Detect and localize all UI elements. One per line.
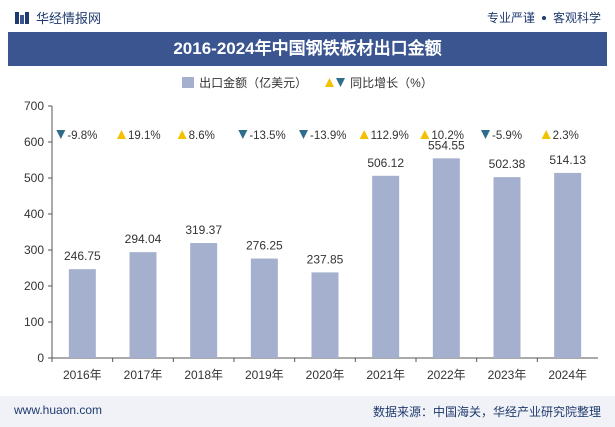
- y-tick-label: 0: [37, 351, 44, 365]
- growth-down-icon: [299, 130, 308, 139]
- x-tick-label: 2024年: [548, 368, 587, 382]
- chart-title: 2016-2024年中国钢铁板材出口金额: [173, 39, 442, 58]
- x-tick-label: 2020年: [306, 368, 345, 382]
- x-axis: 2016年 2017年 2018年 2019年 2020年 2021年 2022年 2023年…: [51, 357, 598, 382]
- y-tick-label: 300: [24, 243, 44, 257]
- growth-up-icon: [177, 130, 187, 139]
- bar: [493, 177, 521, 358]
- y-tick-label: 100: [24, 315, 44, 329]
- x-tick-label: 2017年: [124, 368, 163, 382]
- bar-value-label: 502.38: [489, 157, 526, 171]
- y-tick-label: 500: [24, 171, 44, 185]
- growth-value-label: 19.1%: [128, 130, 161, 142]
- bar-value-label: 294.04: [125, 232, 162, 246]
- bar-value-label: 237.85: [307, 252, 344, 266]
- bar-value-label: 246.75: [64, 249, 101, 263]
- x-tick-label: 2023年: [488, 368, 527, 382]
- growth-up-icon: [359, 130, 369, 139]
- y-tick-label: 700: [24, 99, 44, 113]
- bar-value-label: 506.12: [367, 156, 404, 170]
- legend-label-growth: 同比增长（%）: [350, 75, 433, 90]
- tagline-separator-icon: [541, 15, 546, 20]
- bar: [311, 272, 339, 358]
- tagline-left: 专业严谨: [486, 11, 535, 25]
- brand-name: 华经情报网: [36, 11, 102, 26]
- bar-series: 246.75 294.04 319.37 276.25 237.85 506.12 554.…: [64, 138, 586, 358]
- y-tick-label: 600: [24, 135, 44, 149]
- growth-value-label: 112.9%: [371, 130, 409, 142]
- growth-down-icon: [238, 130, 248, 139]
- bar: [190, 243, 218, 358]
- bar-value-label: 514.13: [549, 153, 586, 167]
- growth-value-label: -9.8%: [67, 130, 97, 142]
- bar: [129, 252, 157, 358]
- bar-value-label: 554.55: [428, 138, 465, 152]
- legend-item-export: 出口金额（亿美元）: [182, 74, 307, 91]
- title-bar: 2016-2024年中国钢铁板材出口金额: [8, 32, 607, 66]
- legend-item-growth: 同比增长（%）: [325, 74, 433, 91]
- growth-value-label: -13.5%: [249, 130, 285, 142]
- x-tick-label: 2016年: [63, 368, 102, 382]
- growth-value-label: 10.2%: [431, 130, 464, 142]
- bar: [432, 158, 460, 358]
- tagline-right: 客观科学: [552, 11, 601, 25]
- bar: [250, 258, 278, 358]
- y-tick-label: 200: [24, 279, 44, 293]
- growth-value-label: -13.9%: [310, 130, 346, 142]
- growth-up-icon: [541, 130, 551, 139]
- y-axis: 0 100 200 300 400 500 600 700: [24, 99, 53, 365]
- growth-down-icon: [56, 130, 66, 139]
- x-tick-label: 2021年: [366, 368, 405, 382]
- growth-value-label: 8.6%: [189, 130, 215, 142]
- growth-value-label: -5.9%: [492, 130, 522, 142]
- footer-source: 数据来源：中国海关，华经产业研究院整理: [372, 405, 601, 419]
- chart-legend: 出口金额（亿美元） 同比增长（%）: [0, 72, 615, 92]
- growth-down-icon: [481, 130, 490, 139]
- brand-logo-icon: [15, 11, 29, 24]
- growth-up-icon: [117, 130, 126, 139]
- growth-value-label: 2.3%: [553, 130, 579, 142]
- bar: [68, 269, 96, 358]
- tagline: 专业严谨 客观科学: [487, 9, 601, 26]
- bar: [554, 172, 582, 358]
- x-tick-label: 2019年: [245, 368, 284, 382]
- footer: www.huaon.com 数据来源：中国海关，华经产业研究院整理: [0, 396, 615, 427]
- legend-triangle-icon: [325, 77, 346, 88]
- legend-bar-swatch-icon: [182, 76, 195, 88]
- top-bar: 华经情报网 专业严谨 客观科学: [0, 0, 615, 32]
- x-tick-label: 2018年: [184, 368, 223, 382]
- x-tick-label: 2022年: [427, 368, 466, 382]
- bar-value-label: 276.25: [246, 239, 283, 253]
- bar-value-label: 319.37: [185, 223, 222, 237]
- footer-website: www.huaon.com: [14, 403, 103, 417]
- bar: [372, 175, 400, 358]
- brand: 华经情报网: [14, 8, 101, 27]
- y-tick-label: 400: [24, 207, 44, 221]
- legend-label-export: 出口金额（亿美元）: [199, 75, 308, 90]
- growth-series: -9.8% 19.1% 8.6% -13.5% -13.9% 112.9% 10.2% -5.…: [56, 130, 579, 142]
- growth-up-icon: [420, 130, 430, 139]
